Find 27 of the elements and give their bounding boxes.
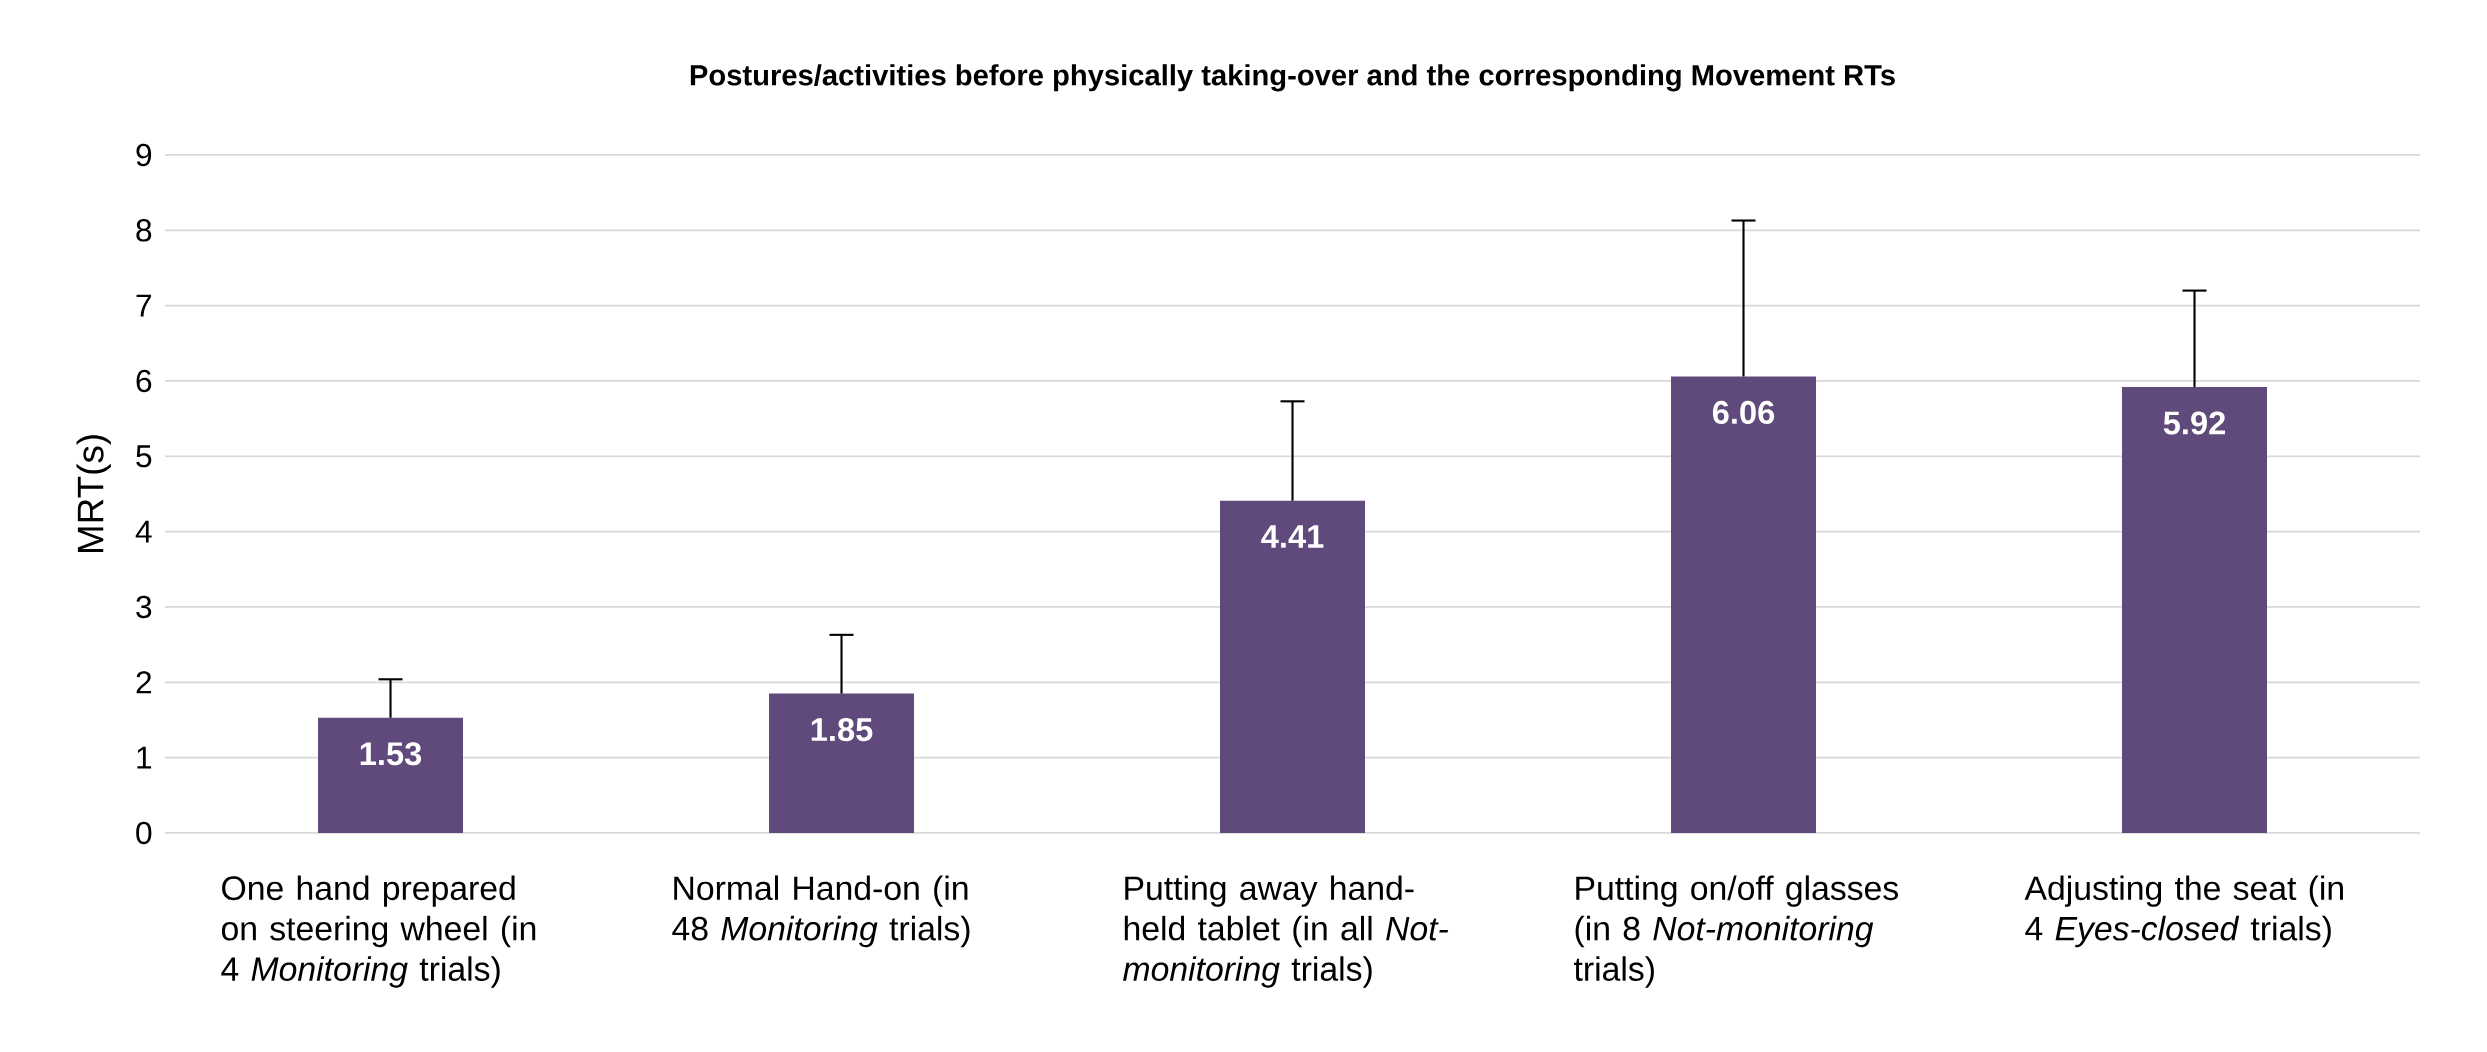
x-tick-label: Adjusting the seat (in 4 Eyes-closed trials) [2024,875,2343,948]
bar [1220,500,1366,833]
chart-title: Postures/activities before physically taking-over and the corresponding Movement RTs [690,64,1895,92]
y-axis-title: MRT(s) [76,435,111,553]
y-tick-label: 2 [136,671,151,694]
data-label: 6.06 [1712,400,1775,425]
bar [318,717,464,833]
y-tick-label: 1 [137,746,152,769]
data-label: 4.41 [1261,525,1324,548]
category-label: Putting away hand-held tablet (in all Not-monitoring trials) [1123,875,1449,988]
y-tick-label: 8 [136,219,152,242]
bar [2122,387,2267,833]
data-label: 1.85 [811,718,873,742]
y-tick-label: 9 [136,143,152,167]
y-tick-label: 6 [136,369,152,393]
y-tick-label: 4 [135,520,152,543]
x-tick-label: Normal Hand-on (in 48 Monitoring trials) [672,875,970,948]
y-tick-label: 7 [136,294,151,317]
bar [769,693,915,833]
bar [1671,376,1817,833]
x-tick-label: Putting on/off glasses (in 8 Not-monitoring trials) [1574,875,1898,988]
x-tick-label: One hand prepared on steering wheel (in 4 Monitoring trials) [221,875,536,988]
data-label: 1.53 [360,742,422,766]
y-tick-label: 0 [136,821,152,845]
y-tick-label: 5 [136,445,152,468]
data-label: 5.92 [2163,411,2225,435]
y-tick-label: 3 [136,595,152,619]
